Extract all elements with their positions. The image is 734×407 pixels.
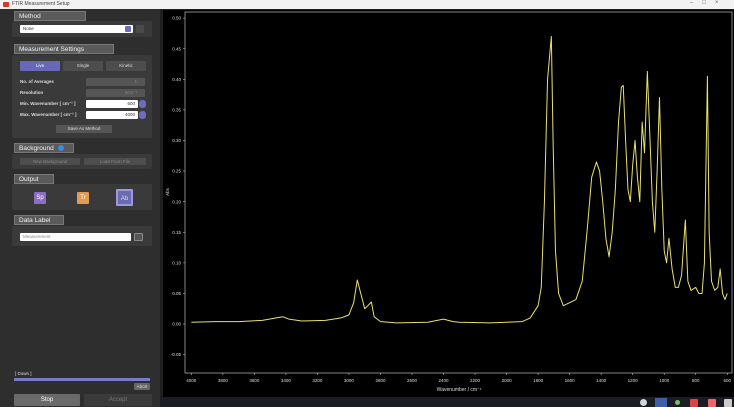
load-file-button: Load From File: [84, 158, 146, 165]
x-tick-label: 2400: [439, 378, 450, 383]
spectrum-chart: Wavenumber / cm⁻¹ Abs -0.05 0.00 0.05 0.10 0…: [163, 10, 734, 397]
tray-icon[interactable]: [724, 399, 732, 407]
app-icon: [3, 2, 9, 7]
tray-icon[interactable]: [708, 399, 716, 407]
min-wavenumber-input[interactable]: 600: [86, 100, 138, 108]
x-tick-label: 3800: [218, 378, 229, 383]
settings-header: Measurement Settings: [14, 44, 114, 54]
x-axis-title: Wavenumber / cm⁻¹: [437, 387, 482, 393]
y-tick-label: 0.40: [172, 77, 181, 82]
tab-single[interactable]: Single: [63, 61, 103, 71]
dropdown-arrow[interactable]: [125, 26, 131, 32]
x-tick-label: 3400: [281, 378, 292, 383]
abort-button[interactable]: Abort: [134, 383, 150, 390]
y-tick-label: -0.05: [171, 352, 182, 357]
x-tick-label: 1800: [533, 378, 544, 383]
progress-track: [14, 378, 150, 381]
title-bar: FTIR Measurement Setup –□×: [0, 0, 734, 9]
x-tick-label: 4000: [186, 378, 197, 383]
y-tick-label: 0.10: [172, 260, 181, 265]
x-tick-label: 2600: [407, 378, 418, 383]
method-dropdown[interactable]: None: [20, 25, 133, 33]
x-tick-label: 600: [724, 378, 732, 383]
status-text: [ Down ]: [15, 371, 32, 376]
tray-icon[interactable]: [675, 400, 680, 405]
tab-kinetic[interactable]: Kinetic: [106, 61, 146, 71]
tray-icon[interactable]: [655, 398, 667, 407]
y-tick-label: 0.30: [172, 138, 181, 143]
data-label-header: Data Label: [14, 215, 64, 225]
x-tick-label: 3600: [249, 378, 260, 383]
y-tick-label: 0.50: [172, 16, 181, 21]
info-icon[interactable]: [58, 145, 64, 151]
spectrum-line: [191, 35, 728, 324]
resolution-label: Resolution: [20, 90, 44, 95]
stop-button[interactable]: Stop: [14, 394, 80, 406]
plot-frame: [184, 11, 733, 374]
max-wavenumber-label: Max. Wavenumber [ cm⁻¹ ]: [20, 112, 77, 117]
y-tick-label: 0.00: [172, 322, 181, 327]
window-title: FTIR Measurement Setup: [12, 1, 70, 7]
data-label-button[interactable]: [134, 233, 143, 241]
output-sp[interactable]: Sp: [34, 192, 46, 204]
max-spinner[interactable]: [139, 111, 146, 119]
x-tick-label: 2200: [470, 378, 481, 383]
x-tick-label: 1400: [596, 378, 607, 383]
y-tick-label: 0.20: [172, 199, 181, 204]
y-axis-title: Abs: [165, 187, 170, 196]
x-tick-label: 800: [692, 378, 700, 383]
max-wavenumber-input[interactable]: 4000: [86, 111, 138, 119]
chart-background: [163, 10, 734, 397]
x-tick-label: 2000: [502, 378, 513, 383]
resolution-input: 4cm⁻¹: [86, 89, 145, 97]
x-tick-label: 1000: [659, 378, 670, 383]
method-menu-button[interactable]: [136, 25, 144, 33]
accept-button: Accept: [84, 394, 152, 406]
averages-input: 1: [86, 78, 145, 86]
method-header: Method: [14, 11, 86, 21]
y-tick-label: 0.25: [172, 169, 181, 174]
x-tick-label: 3000: [344, 378, 355, 383]
background-section: [12, 154, 152, 169]
data-label-input[interactable]: Measurement: [20, 233, 131, 241]
tray-icon[interactable]: [640, 399, 647, 406]
new-background-button: New Background: [20, 158, 80, 165]
save-method-button[interactable]: Save As Method: [56, 125, 112, 133]
tab-live[interactable]: Live: [20, 61, 60, 71]
progress-fill: [14, 378, 150, 381]
output-header: Output: [14, 174, 54, 184]
min-spinner[interactable]: [139, 100, 146, 108]
averages-label: No. of Averages: [20, 79, 54, 84]
x-tick-label: 3200: [312, 378, 323, 383]
y-tick-label: 0.45: [172, 46, 181, 51]
output-tr[interactable]: Tr: [77, 192, 89, 204]
y-tick-label: 0.35: [172, 107, 181, 112]
output-ab[interactable]: Ab: [116, 189, 133, 206]
x-tick-label: 1200: [628, 378, 639, 383]
x-tick-label: 1600: [565, 378, 576, 383]
background-header: Background: [14, 143, 74, 153]
window-controls[interactable]: –□×: [690, 0, 728, 6]
y-tick-label: 0.15: [172, 230, 181, 235]
y-tick-label: 0.05: [172, 291, 181, 296]
min-wavenumber-label: Min. Wavenumber [ cm⁻¹ ]: [20, 101, 76, 106]
tray-icon[interactable]: [690, 399, 698, 407]
x-tick-label: 2800: [375, 378, 386, 383]
